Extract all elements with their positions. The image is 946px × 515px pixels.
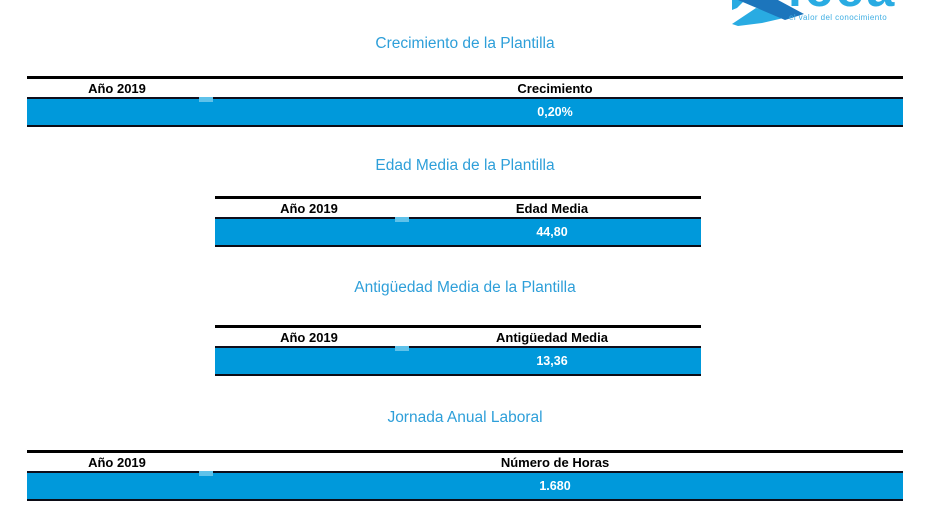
table-header-row: Año 2019 Antigüedad Media [215,328,701,348]
table-value-row: 0,20% [27,97,903,125]
icea-logo-wordmark: icea [788,0,897,14]
section-title-antiguedad-media: Antigüedad Media de la Plantilla [354,279,576,296]
table-value-row: 13,36 [215,346,701,374]
column-divider-notch [395,346,409,351]
section-title-edad-media: Edad Media de la Plantilla [375,157,555,174]
icea-logo-tagline: el valor del conocimiento [789,13,888,22]
metric-header-cell: Crecimiento [517,80,593,96]
year-header-cell: Año 2019 [88,80,146,96]
stat-table-edad-media: Año 2019 Edad Media 44,80 [215,196,701,247]
metric-value-cell: 13,36 [536,354,568,368]
table-header-row: Año 2019 Edad Media [215,199,701,219]
stat-table-antiguedad-media: Año 2019 Antigüedad Media 13,36 [215,325,701,376]
metric-value-cell: 1.680 [539,479,571,493]
metric-header-cell: Edad Media [515,200,589,216]
stat-table-crecimiento: Año 2019 Crecimiento 0,20% [27,76,903,127]
column-divider-notch [395,217,409,222]
table-value-row: 1.680 [27,471,903,499]
table-value-row: 44,80 [215,217,701,245]
metric-header-cell: Antigüedad Media [496,329,608,345]
icea-logo: icea el valor del conocimiento [732,0,907,26]
table-header-row: Año 2019 Crecimiento [27,79,903,99]
year-header-cell: Año 2019 [280,329,338,345]
metric-value-cell: 0,20% [537,105,573,119]
icea-logo-mark-icon [732,0,804,26]
year-header-cell: Año 2019 [88,454,146,470]
stat-table-jornada-anual: Año 2019 Número de Horas 1.680 [27,450,903,501]
column-divider-notch [199,471,213,476]
metric-header-cell: Número de Horas [500,454,610,470]
year-header-cell: Año 2019 [280,200,338,216]
section-title-crecimiento: Crecimiento de la Plantilla [375,35,555,52]
column-divider-notch [199,97,213,102]
table-header-row: Año 2019 Número de Horas [27,453,903,473]
metric-value-cell: 44,80 [536,225,568,239]
section-title-jornada-anual: Jornada Anual Laboral [387,409,543,426]
